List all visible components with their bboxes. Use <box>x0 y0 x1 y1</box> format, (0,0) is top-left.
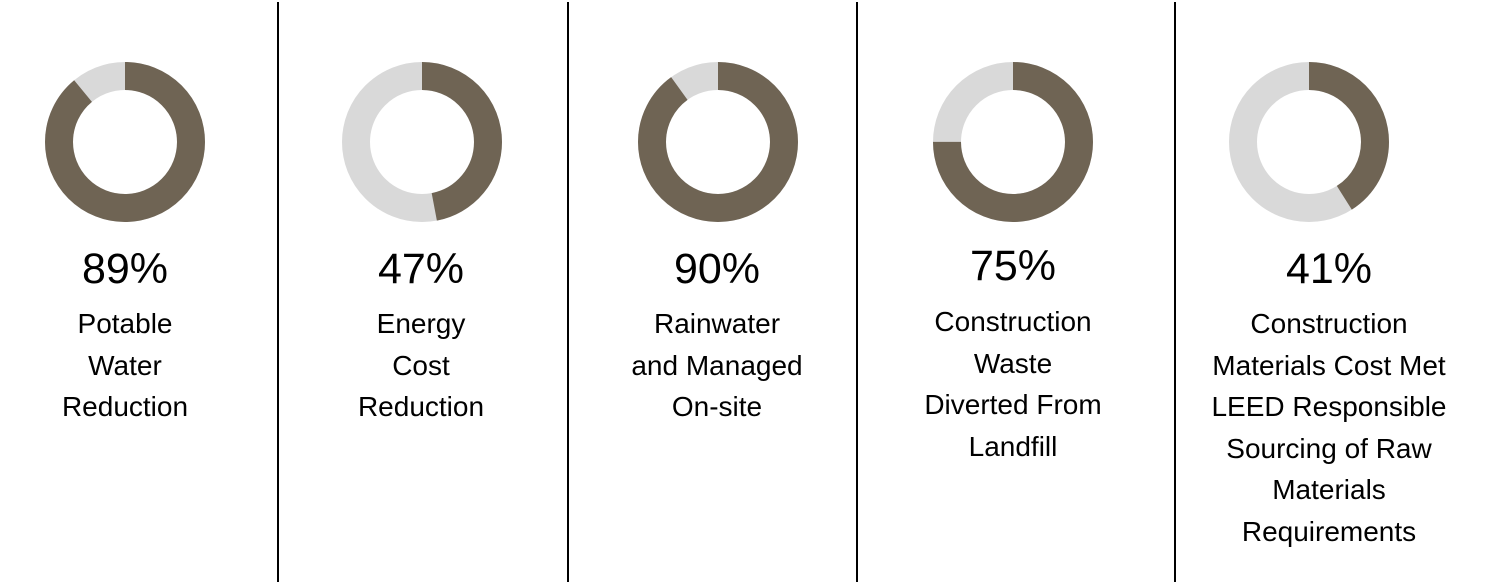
donut-value-arc <box>1229 62 1389 222</box>
stat-label: Construction Materials Cost Met LEED Res… <box>1184 303 1474 552</box>
donut-rainwater <box>638 62 798 222</box>
stat-label-line: and Managed <box>631 349 803 381</box>
column-divider <box>277 2 279 582</box>
stat-label-line: On-site <box>671 391 763 422</box>
stat-label: Rainwater and Managed On-site <box>587 303 847 428</box>
stat-label-line: Materials Cost Met <box>1212 349 1446 381</box>
stat-value: 47% <box>377 245 465 293</box>
stat-label-line: Reduction <box>357 391 485 422</box>
stat-energy-cost: 47% Energy Cost Reduction <box>296 0 546 582</box>
stat-label: Construction Waste Diverted From Landfil… <box>883 301 1143 467</box>
stat-value: 41% <box>1285 245 1373 293</box>
donut-energy-cost <box>342 62 502 222</box>
stat-value: 90% <box>673 245 761 293</box>
donut-value-arc <box>342 62 502 222</box>
stat-label-line: Landfill <box>968 430 1058 462</box>
stat-label-line: Energy <box>376 308 466 339</box>
stat-construction-materials: 41% Construction Materials Cost Met LEED… <box>1184 0 1474 582</box>
column-divider <box>1174 2 1176 582</box>
stat-label-line: Reduction <box>61 391 189 422</box>
stat-label-line: Materials <box>1272 474 1386 505</box>
stat-label-line: Requirements <box>1241 515 1417 547</box>
donut-construction-materials <box>1229 62 1389 222</box>
stat-label-line: Waste <box>973 347 1053 379</box>
column-divider <box>567 2 569 582</box>
stat-label-line: Cost <box>392 349 450 381</box>
donut-value-arc <box>45 62 205 222</box>
donut-potable-water <box>45 62 205 222</box>
stat-label-line: Sourcing of Raw <box>1226 432 1432 464</box>
stat-construction-waste: 75% Construction Waste Diverted From Lan… <box>883 0 1143 582</box>
stat-label-line: Diverted From <box>924 389 1102 420</box>
stat-label: Energy Cost Reduction <box>296 303 546 428</box>
donut-value-arc <box>933 62 1093 222</box>
stat-label: Potable Water Reduction <box>0 303 250 428</box>
donut-value-arc <box>638 62 798 222</box>
donut-construction-waste <box>933 62 1093 222</box>
stat-value: 75% <box>969 242 1057 290</box>
stat-rainwater: 90% Rainwater and Managed On-site <box>587 0 847 582</box>
stat-label-line: Rainwater <box>653 308 781 339</box>
stat-label-line: Construction <box>934 306 1092 337</box>
column-divider <box>856 2 858 582</box>
stat-label-line: Water <box>88 349 162 381</box>
stat-label-line: LEED Responsible <box>1211 391 1447 422</box>
stat-potable-water: 89% Potable Water Reduction <box>0 0 250 582</box>
stat-label-line: Construction <box>1250 308 1408 339</box>
stat-value: 89% <box>81 245 169 293</box>
stat-label-line: Potable <box>77 308 173 339</box>
